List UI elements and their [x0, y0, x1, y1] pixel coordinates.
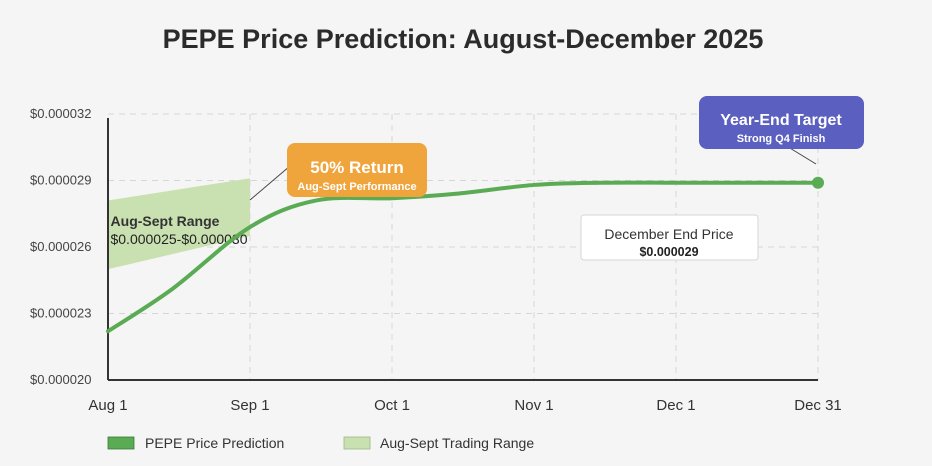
x-tick-label: Oct 1: [374, 397, 410, 414]
legend-swatch-range: [343, 436, 371, 450]
y-tick-label: $0.000026: [30, 239, 91, 254]
y-tick-label: $0.000023: [30, 306, 91, 321]
chart-title: PEPE Price Prediction: August-December 2…: [163, 24, 764, 54]
target-callout-title: Year-End Target: [720, 112, 842, 129]
x-tick-label: Sep 1: [230, 397, 269, 414]
legend: PEPE Price Prediction Aug-Sept Trading R…: [107, 435, 534, 451]
legend-label-range: Aug-Sept Trading Range: [380, 435, 534, 451]
x-tick-label: Dec 31: [794, 397, 842, 414]
x-tick-labels: Aug 1 Sep 1 Oct 1 Nov 1 Dec 1 Dec 31: [88, 397, 841, 414]
range-label-subtitle: $0.000025-$0.000030: [110, 231, 247, 247]
end-price-value: $0.000029: [639, 245, 698, 259]
x-tick-label: Dec 1: [656, 397, 695, 414]
end-price-title: December End Price: [604, 226, 733, 242]
series-line-pepe-price: [106, 180, 820, 334]
return-connector: [249, 165, 291, 201]
series-endpoint-dec31: [812, 176, 824, 189]
target-callout-box: [699, 96, 864, 149]
end-price-box: [580, 214, 759, 261]
x-tick-label: Aug 1: [88, 397, 127, 414]
return-callout-title: 50% Return: [310, 158, 404, 177]
y-tick-label: $0.000020: [30, 372, 91, 387]
range-label-title: Aug-Sept Range: [111, 213, 220, 229]
target-callout-subtitle: Strong Q4 Finish: [737, 133, 826, 145]
y-tick-label: $0.000032: [30, 106, 91, 121]
y-gridlines: [108, 113, 818, 314]
x-tick-label: Nov 1: [514, 397, 553, 414]
return-callout-subtitle: Aug-Sept Performance: [297, 181, 416, 193]
legend-swatch-price: [107, 436, 135, 450]
trading-range-band: [108, 178, 250, 270]
legend-label-price: PEPE Price Prediction: [145, 435, 284, 451]
y-tick-labels: $0.000020 $0.000023 $0.000026 $0.000029 $0.0…: [30, 106, 91, 387]
return-callout-box: [287, 143, 427, 197]
y-tick-label: $0.000029: [30, 173, 91, 188]
